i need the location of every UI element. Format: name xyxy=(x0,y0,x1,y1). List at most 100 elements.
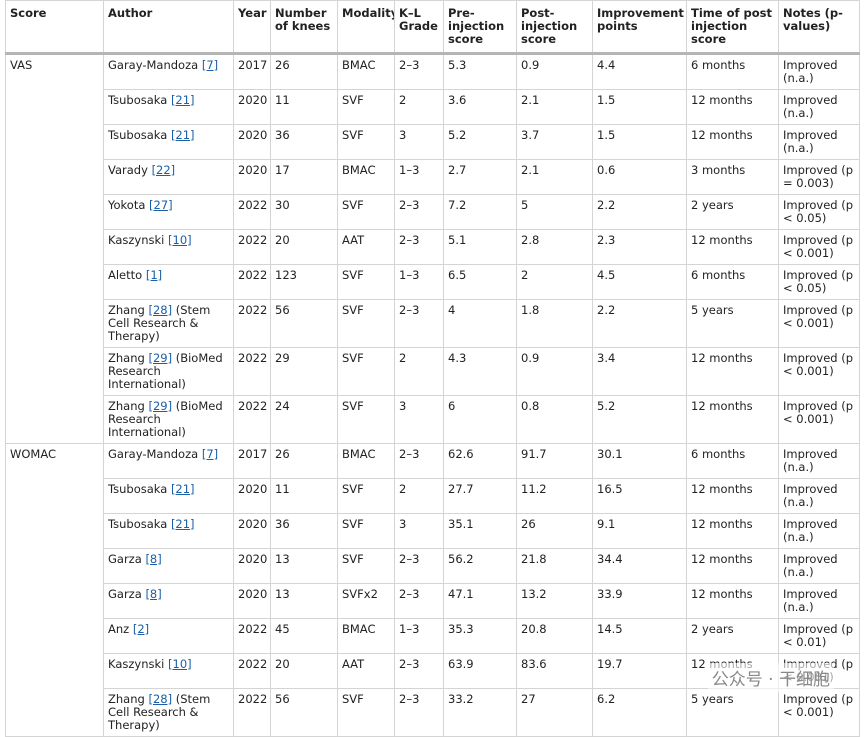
table-cell: 2 xyxy=(394,89,444,125)
reference-link[interactable]: [29] xyxy=(148,399,173,413)
table-cell: 2.1 xyxy=(516,159,593,195)
author-name: Garay-Mandoza xyxy=(108,58,199,72)
table-cell: 2022 xyxy=(233,618,271,654)
table-row: VAS Garay-Mandoza [7] 2017 26 BMAC 2–3 5.3 0.9 4… xyxy=(5,53,860,444)
reference-link[interactable]: [27] xyxy=(149,198,173,212)
author-cell: Tsubosaka [21] xyxy=(103,513,234,549)
table-cell: 2 years xyxy=(686,618,779,654)
author-name: Tsubosaka xyxy=(108,93,168,107)
table-cell: SVF xyxy=(337,194,395,230)
table-cell: 16.5 xyxy=(592,478,687,514)
table-cell: 2–3 xyxy=(394,299,444,348)
reference-link[interactable]: [2] xyxy=(132,622,150,636)
table-cell: 123 xyxy=(270,264,338,300)
table-cell: 19.7 xyxy=(592,653,687,689)
table-cell: 26 xyxy=(270,443,338,479)
table-cell: 2.7 xyxy=(443,159,517,195)
table-cell: Improved (p < 0.001) xyxy=(778,395,860,444)
reference-link[interactable]: [21] xyxy=(170,517,195,531)
table-row: Garza [8] 2020 13 SVFx2 2–3 47.1 13.2 33.9 12 mo… xyxy=(6,583,860,619)
reference-link[interactable]: [10] xyxy=(168,233,192,247)
table-cell: 2.1 xyxy=(516,89,593,125)
table-cell: 36 xyxy=(270,124,338,160)
reference-link[interactable]: [29] xyxy=(148,351,173,365)
header-cell: Score xyxy=(5,0,104,55)
reference-link[interactable]: [28] xyxy=(148,303,173,317)
reference-link[interactable]: [8] xyxy=(145,587,162,601)
table-cell: 12 months xyxy=(686,395,779,444)
watermark: 公众号 · 干细胞 xyxy=(707,663,834,692)
table-cell: SVF xyxy=(337,688,395,737)
reference-link[interactable]: [21] xyxy=(170,93,195,107)
author-cell: Varady [22] xyxy=(103,159,234,195)
table-row: Tsubosaka [21] 2020 11 SVF 2 27.7 11.2 16.5 12 m… xyxy=(6,478,860,514)
table-cell: 2.2 xyxy=(592,299,687,348)
table-row: Kaszynski [10] 2022 20 AAT 2–3 5.1 2.8 2.3 12 mo… xyxy=(6,229,860,265)
reference-link[interactable]: [28] xyxy=(148,692,173,706)
score-cell: WOMAC xyxy=(5,443,104,737)
table-cell: SVF xyxy=(337,347,395,396)
table-row: Zhang [28] (Stem Cell Research & Therapy… xyxy=(6,299,860,348)
reference-link[interactable]: [22] xyxy=(151,163,176,177)
table-cell: 2020 xyxy=(233,583,271,619)
author-name: Anz xyxy=(108,622,130,636)
reference-link[interactable]: [10] xyxy=(168,657,192,671)
reference-link[interactable]: [7] xyxy=(201,447,219,461)
table-cell: 3.4 xyxy=(592,347,687,396)
table-cell: 91.7 xyxy=(516,443,593,479)
author-cell: Garza [8] xyxy=(103,583,234,619)
table-row: Tsubosaka [21] 2020 36 SVF 3 5.2 3.7 1.5 12 mont… xyxy=(6,124,860,160)
header-cell: Improvement points xyxy=(592,0,687,55)
author-name: Zhang xyxy=(108,399,145,413)
table-cell: 6.2 xyxy=(592,688,687,737)
author-name: Kaszynski xyxy=(108,233,165,247)
table-cell: SVF xyxy=(337,395,395,444)
table-cell: 34.4 xyxy=(592,548,687,584)
table-cell: 13.2 xyxy=(516,583,593,619)
table-cell: 2.3 xyxy=(592,229,687,265)
table-cell: Improved (p < 0.001) xyxy=(778,688,860,737)
reference-link[interactable]: [21] xyxy=(170,128,195,142)
table-row: Zhang [29] (BioMed Research Internationa… xyxy=(6,395,860,444)
table-row: Kaszynski [10] 2022 20 AAT 2–3 63.9 83.6 19.7 12… xyxy=(6,653,860,689)
score-cell: VAS xyxy=(5,53,104,444)
reference-link[interactable]: [7] xyxy=(201,58,219,72)
reference-link[interactable]: [1] xyxy=(145,268,163,282)
table-cell: 2020 xyxy=(233,478,271,514)
reference-link[interactable]: [21] xyxy=(170,482,195,496)
table-cell: 2020 xyxy=(233,124,271,160)
table-cell: 3.7 xyxy=(516,124,593,160)
table-cell: 1–3 xyxy=(394,618,444,654)
table-cell: 2–3 xyxy=(394,53,444,90)
table-cell: SVF xyxy=(337,478,395,514)
table-cell: 5.1 xyxy=(443,229,517,265)
author-name: Tsubosaka xyxy=(108,482,168,496)
table-cell: Improved (p = 0.003) xyxy=(778,159,860,195)
author-name: Aletto xyxy=(108,268,143,282)
table-cell: 2 xyxy=(394,347,444,396)
table-row: Zhang [29] (BioMed Research Internationa… xyxy=(6,347,860,396)
table-cell: 13 xyxy=(270,583,338,619)
table-cell: 5 years xyxy=(686,299,779,348)
table-cell: Improved (n.a.) xyxy=(778,443,860,479)
table-cell: 12 months xyxy=(686,89,779,125)
table-cell: 2020 xyxy=(233,548,271,584)
table-cell: Improved (n.a.) xyxy=(778,513,860,549)
table-cell: 0.9 xyxy=(516,347,593,396)
table-cell: 2–3 xyxy=(394,443,444,479)
table-cell: SVF xyxy=(337,299,395,348)
table-cell: 12 months xyxy=(686,478,779,514)
table-cell: 27.7 xyxy=(443,478,517,514)
table-cell: 20.8 xyxy=(516,618,593,654)
author-cell: Tsubosaka [21] xyxy=(103,124,234,160)
author-source: (Stem Cell Research & Therapy) xyxy=(108,303,211,343)
table-cell: 2017 xyxy=(233,443,271,479)
table-cell: 11 xyxy=(270,478,338,514)
table-cell: 2 xyxy=(394,478,444,514)
table-cell: SVF xyxy=(337,513,395,549)
reference-link[interactable]: [8] xyxy=(145,552,162,566)
table-cell: BMAC xyxy=(337,159,395,195)
table-cell: Improved (n.a.) xyxy=(778,124,860,160)
table-cell: 2020 xyxy=(233,159,271,195)
table-cell: AAT xyxy=(337,229,395,265)
